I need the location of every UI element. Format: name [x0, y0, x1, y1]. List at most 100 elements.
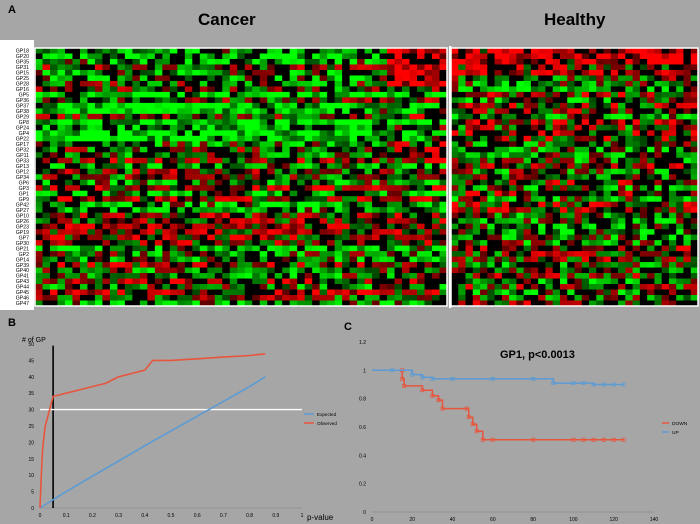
heatmap-cell	[169, 102, 178, 109]
heatmap-cell	[625, 201, 633, 208]
heatmap-cell	[618, 212, 626, 219]
heatmap-cell	[312, 113, 320, 120]
heatmap-cell	[184, 234, 193, 241]
heatmap-cell	[334, 289, 343, 296]
heatmap-cell	[581, 256, 590, 263]
heatmap-cell	[229, 119, 238, 126]
heatmap-cell	[214, 284, 223, 290]
heatmap-cell	[603, 245, 612, 252]
heatmap-cell	[42, 207, 51, 213]
heatmap-cell	[192, 64, 201, 71]
heatmap-cell	[192, 157, 201, 164]
heatmap-cell	[618, 289, 626, 296]
heatmap-cell	[282, 80, 290, 87]
heatmap-cell	[87, 229, 96, 235]
heatmap-cell	[87, 256, 96, 263]
heatmap-cell	[610, 119, 619, 126]
heatmap-cell	[132, 135, 141, 142]
heatmap-cell	[530, 97, 539, 104]
heatmap-cell	[124, 86, 133, 93]
heatmap-cell	[417, 245, 425, 252]
heatmap-cell	[516, 174, 524, 181]
heatmap-cell	[222, 69, 231, 76]
heatmap-cell	[372, 267, 380, 274]
heatmap-cell	[603, 179, 612, 186]
heatmap-cell	[603, 251, 612, 257]
heatmap-cell	[222, 135, 231, 142]
heatmap-cell	[581, 262, 590, 268]
heatmap-cell	[117, 97, 126, 104]
heatmap-cell	[87, 185, 96, 192]
heatmap-cell	[237, 97, 246, 104]
heatmap-cell	[132, 113, 141, 120]
heatmap-cell	[494, 273, 503, 279]
heatmap-cell	[567, 86, 575, 93]
heatmap-cell	[109, 80, 118, 87]
heatmap-cell	[312, 201, 320, 208]
heatmap-cell	[364, 223, 373, 230]
heatmap-cell	[501, 157, 510, 164]
heatmap-cell	[480, 141, 488, 148]
heatmap-cell	[214, 278, 223, 285]
heatmap-cell	[394, 86, 403, 93]
heatmap-cell	[683, 168, 692, 175]
heatmap-cell	[289, 273, 298, 279]
heatmap-cell	[342, 212, 350, 219]
heatmap-cell	[364, 58, 373, 65]
heatmap-cell	[690, 163, 699, 170]
heatmap-cell	[581, 174, 590, 181]
heatmap-cell	[64, 284, 73, 290]
heatmap-cell	[229, 240, 238, 246]
heatmap-cell	[480, 124, 488, 131]
heatmap-cell	[480, 80, 488, 87]
heatmap-cell	[559, 108, 568, 115]
heatmap-cell	[516, 196, 524, 202]
heatmap-cell	[169, 300, 178, 307]
heatmap-cell	[169, 80, 178, 87]
heatmap-cell	[327, 207, 335, 213]
heatmap-cell	[538, 218, 546, 224]
heatmap-cell	[458, 64, 466, 71]
heatmap-cell	[458, 240, 466, 246]
heatmap-cell	[154, 75, 163, 82]
heatmap-cell	[87, 146, 96, 153]
legend-label-down: DOWN	[672, 421, 688, 427]
heatmap-cell	[402, 229, 410, 235]
heatmap-cell	[289, 80, 298, 87]
heatmap-cell	[267, 53, 276, 60]
heatmap-cell	[494, 102, 503, 109]
heatmap-cell	[559, 48, 568, 54]
heatmap-cell	[207, 135, 216, 142]
heatmap-cell	[35, 284, 43, 290]
heatmap-cell	[559, 130, 568, 137]
heatmap-cell	[581, 48, 590, 54]
heatmap-cell	[509, 119, 517, 126]
heatmap-cell	[402, 80, 410, 87]
heatmap-cell	[357, 157, 365, 164]
heatmap-cell	[458, 190, 466, 197]
heatmap-cell	[49, 218, 58, 224]
heatmap-cell	[154, 251, 163, 257]
heatmap-cell	[683, 289, 692, 296]
heatmap-cell	[581, 289, 590, 296]
heatmap-cell	[72, 53, 81, 60]
heatmap-cell	[632, 141, 641, 148]
heatmap-cell	[169, 207, 178, 213]
heatmap-cell	[184, 91, 193, 98]
heatmap-cell	[494, 113, 503, 120]
heatmap-cell	[169, 273, 178, 279]
heatmap-cell	[574, 240, 583, 246]
heatmap-cell	[487, 135, 495, 142]
heatmap-cell	[222, 267, 231, 274]
heatmap-cell	[676, 80, 684, 87]
heatmap-cell	[581, 108, 590, 115]
heatmap-cell	[237, 229, 246, 235]
heatmap-cell	[102, 284, 111, 290]
heatmap-cell	[610, 108, 619, 115]
heatmap-cell	[327, 174, 335, 181]
heatmap-cell	[516, 267, 524, 274]
heatmap-cell	[661, 163, 670, 170]
heatmap-cell	[244, 53, 253, 60]
heatmap-cell	[94, 289, 103, 296]
y-tick-label: 50	[28, 342, 34, 348]
